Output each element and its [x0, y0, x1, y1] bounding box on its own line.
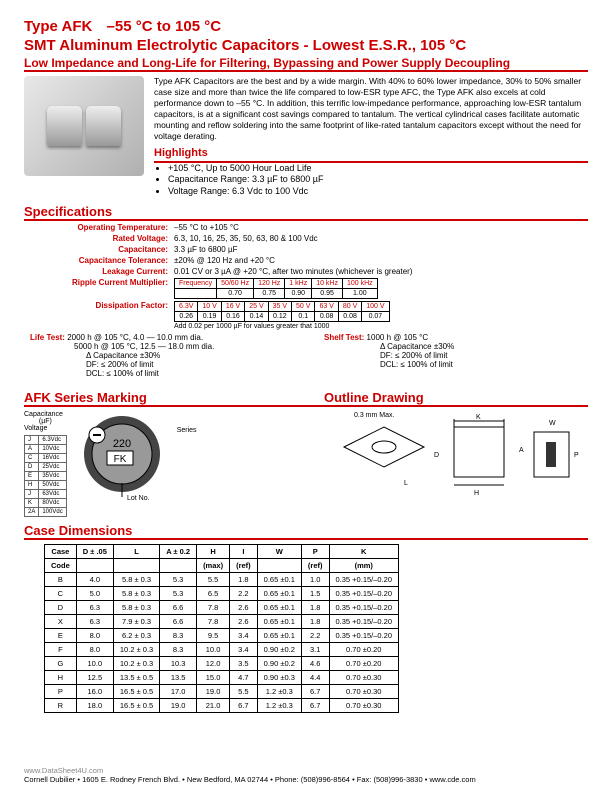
cap-label: Capacitance [24, 411, 67, 418]
spec-label: Operating Temperature: [24, 223, 174, 232]
dim-title: Case Dimensions [24, 523, 588, 540]
diss-table: 6.3V10 V16 V25 V35 V50 V63 V80 V100 V 0.… [174, 301, 390, 322]
highlights-list: +105 °C, Up to 5000 Hour Load Life Capac… [168, 163, 588, 198]
shelf-s2: Δ Capacitance ±30% [380, 342, 588, 351]
spec-label: Ripple Current Multiplier: [24, 278, 174, 299]
highlight-item: Capacitance Range: 3.3 µF to 6800 µF [168, 174, 588, 186]
series-label: Series [177, 427, 197, 434]
highlights-title: Highlights [154, 146, 588, 162]
type-prefix: Type AFK [24, 18, 92, 35]
title-line2: SMT Aluminum Electrolytic Capacitors - L… [24, 37, 588, 54]
svg-text:K: K [476, 414, 481, 421]
shelf-label: Shelf Test: [324, 333, 364, 342]
svg-text:FK: FK [113, 454, 126, 465]
svg-text:H: H [474, 490, 479, 497]
svg-text:A: A [519, 447, 524, 454]
spec-label: Capacitance: [24, 245, 174, 254]
life-l3: Δ Capacitance ±30% [86, 351, 324, 360]
description-text: Type AFK Capacitors are the best and by … [154, 76, 588, 142]
svg-text:L: L [404, 480, 408, 487]
life-label: Life Test: [30, 333, 65, 342]
marking-title: AFK Series Marking [24, 390, 324, 407]
spec-val: –55 °C to +105 °C [174, 223, 588, 232]
spec-label: Leakage Current: [24, 267, 174, 276]
svg-text:W: W [549, 420, 556, 427]
spec-title: Specifications [24, 204, 588, 221]
datasheet-link: www.DataSheet4U.com [24, 766, 588, 775]
product-photo [24, 76, 144, 176]
highlight-item: +105 °C, Up to 5000 Hour Load Life [168, 163, 588, 175]
spec-val: 3.3 µF to 6800 µF [174, 245, 588, 254]
dim-table: CaseD ± .05LA ± 0.2HIWPKCode(max)(ref)(r… [44, 544, 399, 713]
shelf-s4: DCL: ≤ 100% of limit [380, 360, 588, 369]
spec-label: Capacitance Tolerance: [24, 256, 174, 265]
outline-title: Outline Drawing [324, 390, 588, 407]
svg-text:0.3 mm Max.: 0.3 mm Max. [354, 412, 395, 419]
svg-text:D: D [434, 452, 439, 459]
svg-text:P: P [574, 452, 579, 459]
description-block: Type AFK Capacitors are the best and by … [144, 76, 588, 198]
voltage-label: Voltage [24, 425, 67, 432]
marking-diagram: 220 FK Lot No. [67, 407, 177, 502]
type-line: Type AFK –55 °C to 105 °C [24, 18, 588, 35]
spec-val: ±20% @ 120 Hz and +20 °C [174, 256, 588, 265]
company-line: Cornell Dubilier • 1605 E. Rodney French… [24, 775, 588, 784]
diss-note: Add 0.02 per 1000 µF for values greater … [174, 323, 588, 330]
freq-table: Frequency50/60 Hz120 Hz1 kHz10 kHz100 kH… [174, 278, 378, 299]
voltage-table: J6.3VdcA10VdcC16VdcD25VdcE35VdcH50VdcJ63… [24, 435, 67, 517]
cap-unit: (µF) [24, 418, 67, 425]
spec-label: Dissipation Factor: [24, 301, 174, 330]
life-l1: 2000 h @ 105 °C, 4.0 — 10.0 mm dia. [67, 333, 203, 342]
footer: www.DataSheet4U.com Cornell Dubilier • 1… [24, 766, 588, 784]
shelf-s3: DF: ≤ 200% of limit [380, 351, 588, 360]
life-l2: 5000 h @ 105 °C, 12.5 — 18.0 mm dia. [74, 342, 214, 351]
temp-range: –55 °C to 105 °C [107, 18, 222, 35]
shelf-s1: 1000 h @ 105 °C [367, 333, 429, 342]
outline-drawing: 0.3 mm Max. K A W P H D L [324, 407, 584, 502]
spec-val: 0.01 CV or 3 µA @ +20 °C, after two minu… [174, 267, 588, 276]
svg-text:Lot No.: Lot No. [127, 495, 150, 502]
life-l5: DCL: ≤ 100% of limit [86, 369, 324, 378]
title-line3: Low Impedance and Long-Life for Filterin… [24, 56, 588, 72]
svg-text:220: 220 [113, 438, 131, 450]
highlight-item: Voltage Range: 6.3 Vdc to 100 Vdc [168, 186, 588, 198]
life-l4: DF: ≤ 200% of limit [86, 360, 324, 369]
spec-label: Rated Voltage: [24, 234, 174, 243]
spec-val: 6.3, 10, 16, 25, 35, 50, 63, 80 & 100 Vd… [174, 234, 588, 243]
